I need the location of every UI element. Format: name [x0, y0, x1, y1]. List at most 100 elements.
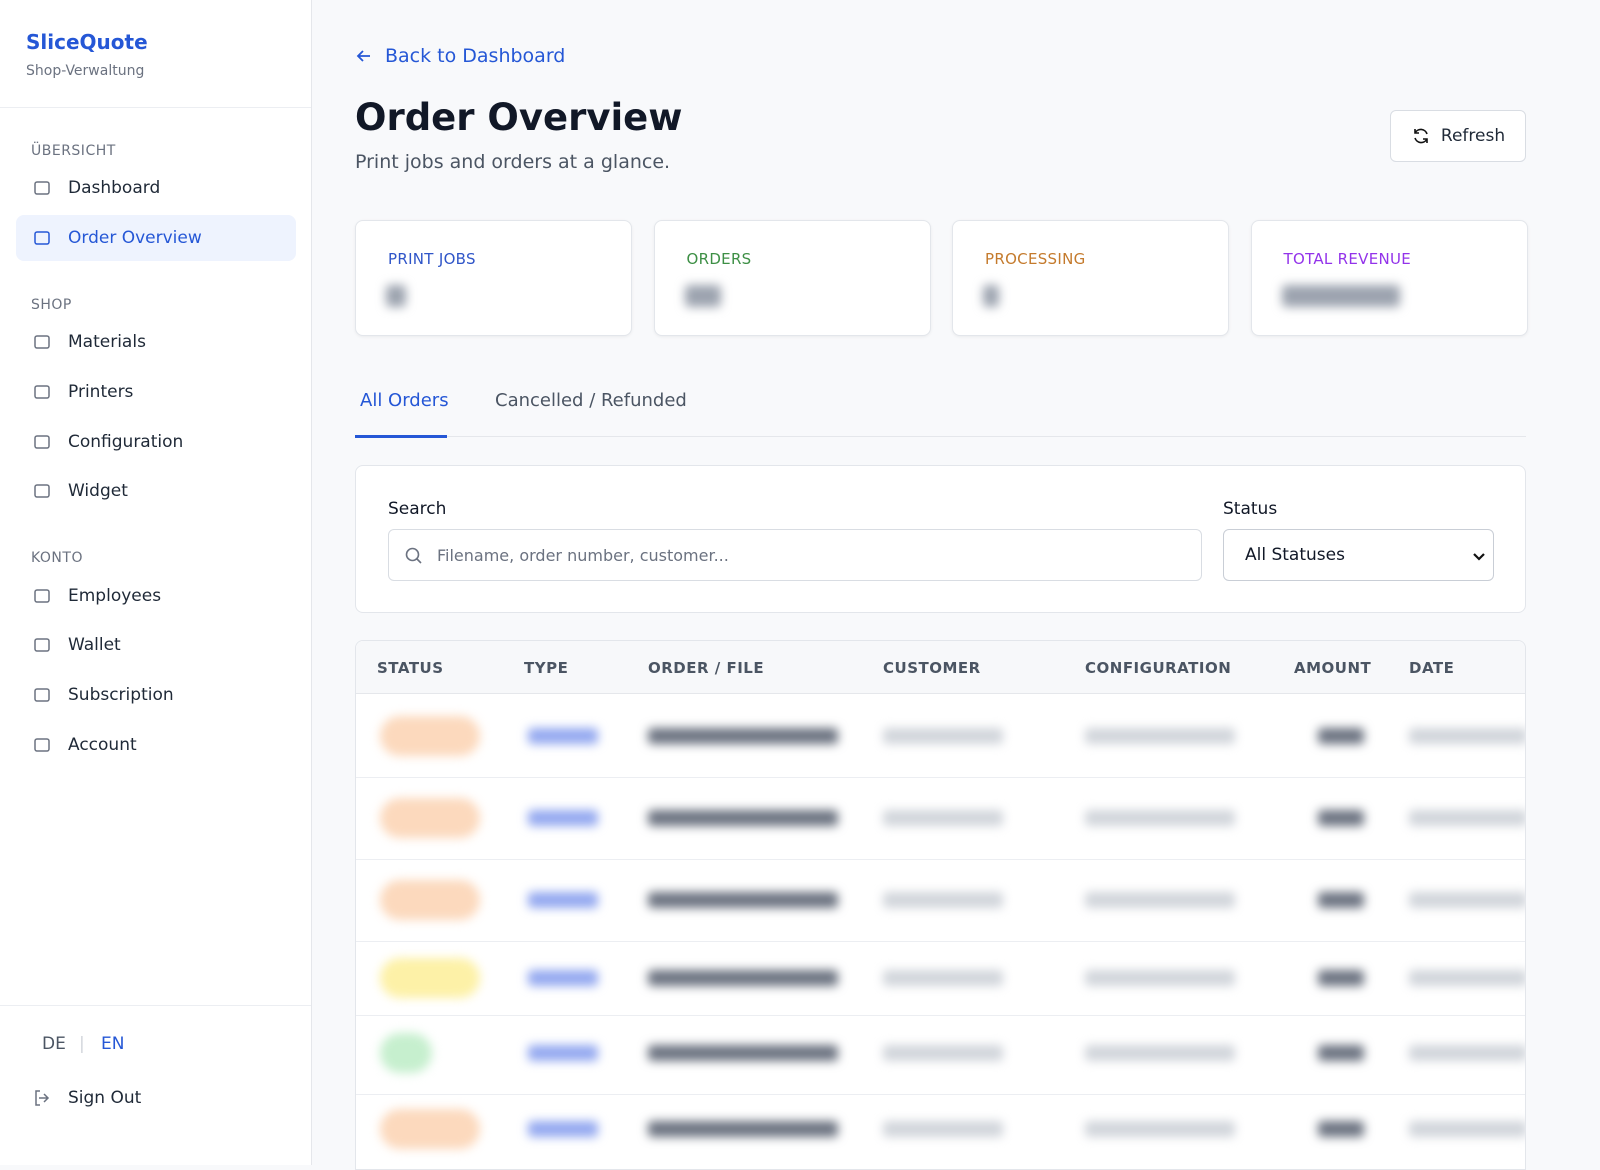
nav-item[interactable]: Printers	[16, 369, 296, 415]
cell-redacted	[1409, 970, 1525, 986]
status-badge-redacted	[380, 958, 480, 998]
column-header: AMOUNT	[1294, 659, 1372, 677]
icon	[34, 335, 50, 349]
row-divider	[356, 1094, 1525, 1095]
icon	[34, 181, 50, 195]
cell-redacted	[528, 892, 598, 908]
icon	[1473, 553, 1485, 561]
filter-panel: Search Filename, order number, customer.…	[355, 465, 1526, 613]
nav-label: Widget	[68, 481, 128, 501]
row-divider	[356, 859, 1525, 860]
nav-label: Wallet	[68, 635, 121, 655]
cell-redacted	[883, 810, 1003, 826]
lang-de[interactable]: DE	[42, 1034, 66, 1054]
back-link-text: Back to Dashboard	[385, 45, 566, 67]
sidebar: SliceQuote Shop-Verwaltung ÜBERSICHT Dash…	[0, 0, 312, 1165]
icon	[34, 638, 50, 652]
stat-card: PRINT JOBS	[355, 220, 632, 336]
refresh-label: Refresh	[1440, 126, 1506, 146]
nav-label: Configuration	[68, 432, 184, 452]
cell-redacted	[1085, 1121, 1235, 1137]
stat-card: TOTAL REVENUE	[1250, 220, 1528, 336]
row-divider	[356, 941, 1525, 942]
cell-redacted	[883, 1045, 1003, 1061]
icon	[34, 484, 50, 498]
nav-item[interactable]: Materials	[16, 319, 296, 365]
cell-redacted	[1085, 810, 1235, 826]
nav-item-active[interactable]: Order Overview	[16, 215, 296, 261]
page-subtitle: Print jobs and orders at a glance.	[355, 151, 671, 173]
column-header: STATUS	[377, 659, 444, 677]
row-divider	[356, 1015, 1525, 1016]
back-link[interactable]: Back to Dashboard	[355, 45, 565, 67]
nav-label: Subscription	[68, 685, 174, 705]
column-header: ORDER / FILE	[648, 659, 765, 677]
cell-redacted	[1085, 1045, 1235, 1061]
table-header	[356, 641, 1525, 694]
cell-redacted	[1409, 1121, 1525, 1137]
cell-redacted	[1318, 892, 1364, 908]
divider	[0, 107, 311, 108]
status-value: All Statuses	[1245, 545, 1345, 565]
section-heading: ÜBERSICHT	[31, 143, 116, 159]
stat-label: ORDERS	[686, 250, 752, 268]
nav-item[interactable]: Widget	[16, 468, 296, 514]
tab-indicator	[355, 435, 447, 438]
cell-redacted	[1318, 810, 1364, 826]
nav-item[interactable]: Employees	[16, 573, 296, 619]
icon	[34, 738, 50, 752]
nav-item[interactable]: Configuration	[16, 419, 296, 465]
column-header: CONFIGURATION	[1085, 659, 1232, 677]
cell-redacted	[648, 1045, 838, 1061]
cell-redacted	[648, 728, 838, 744]
stat-value-redacted	[684, 285, 721, 307]
column-header: DATE	[1409, 659, 1455, 677]
orders-table: STATUS TYPE ORDER / FILE CUSTOMER CONFIGURAT…	[355, 640, 1526, 1170]
cell-redacted	[528, 728, 598, 744]
tab-active[interactable]: All Orders	[360, 390, 449, 411]
icon	[34, 385, 50, 399]
status-badge-redacted	[380, 1033, 432, 1073]
column-header: TYPE	[524, 659, 569, 677]
cell-redacted	[528, 1121, 598, 1137]
cell-redacted	[648, 810, 838, 826]
search-placeholder: Filename, order number, customer...	[437, 546, 729, 565]
page-title: Order Overview	[355, 96, 683, 139]
cell-redacted	[1409, 728, 1525, 744]
stat-card: ORDERS	[653, 220, 931, 336]
status-badge-redacted	[380, 716, 480, 756]
section-heading: KONTO	[31, 550, 83, 566]
lang-en[interactable]: EN	[101, 1034, 125, 1054]
icon	[34, 435, 50, 449]
nav-item[interactable]: Wallet	[16, 622, 296, 668]
divider	[0, 1005, 311, 1006]
status-select[interactable]: All Statuses	[1223, 529, 1494, 581]
stat-value-redacted	[1281, 285, 1400, 307]
cell-redacted	[648, 970, 838, 986]
nav-item[interactable]: Dashboard	[16, 165, 296, 211]
cell-redacted	[1318, 1045, 1364, 1061]
cell-redacted	[883, 1121, 1003, 1137]
icon	[34, 688, 50, 702]
brand: SliceQuote	[26, 30, 148, 54]
stat-label: PROCESSING	[985, 250, 1086, 268]
nav-item[interactable]: Subscription	[16, 672, 296, 718]
tab[interactable]: Cancelled / Refunded	[495, 390, 687, 411]
sign-out-label: Sign Out	[68, 1088, 142, 1108]
status-label: Status	[1223, 499, 1278, 519]
search-input[interactable]: Filename, order number, customer...	[388, 529, 1202, 581]
nav-label: Materials	[68, 332, 146, 352]
tab-divider	[355, 436, 1526, 437]
refresh-button[interactable]: Refresh	[1390, 110, 1526, 162]
nav-label: Printers	[68, 382, 134, 402]
nav-label: Order Overview	[68, 228, 202, 248]
column-header: CUSTOMER	[883, 659, 981, 677]
sign-out[interactable]: Sign Out	[16, 1075, 296, 1121]
nav-item[interactable]: Account	[16, 722, 296, 768]
cell-redacted	[883, 892, 1003, 908]
search-label: Search	[388, 499, 447, 519]
icon	[356, 50, 370, 62]
cell-redacted	[1318, 970, 1364, 986]
cell-redacted	[883, 728, 1003, 744]
